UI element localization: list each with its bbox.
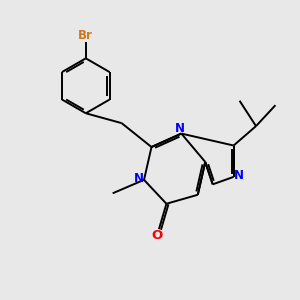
Text: O: O	[152, 229, 163, 242]
Text: Br: Br	[78, 29, 93, 42]
Text: N: N	[134, 172, 144, 185]
Text: N: N	[175, 122, 185, 135]
Text: N: N	[234, 169, 244, 182]
